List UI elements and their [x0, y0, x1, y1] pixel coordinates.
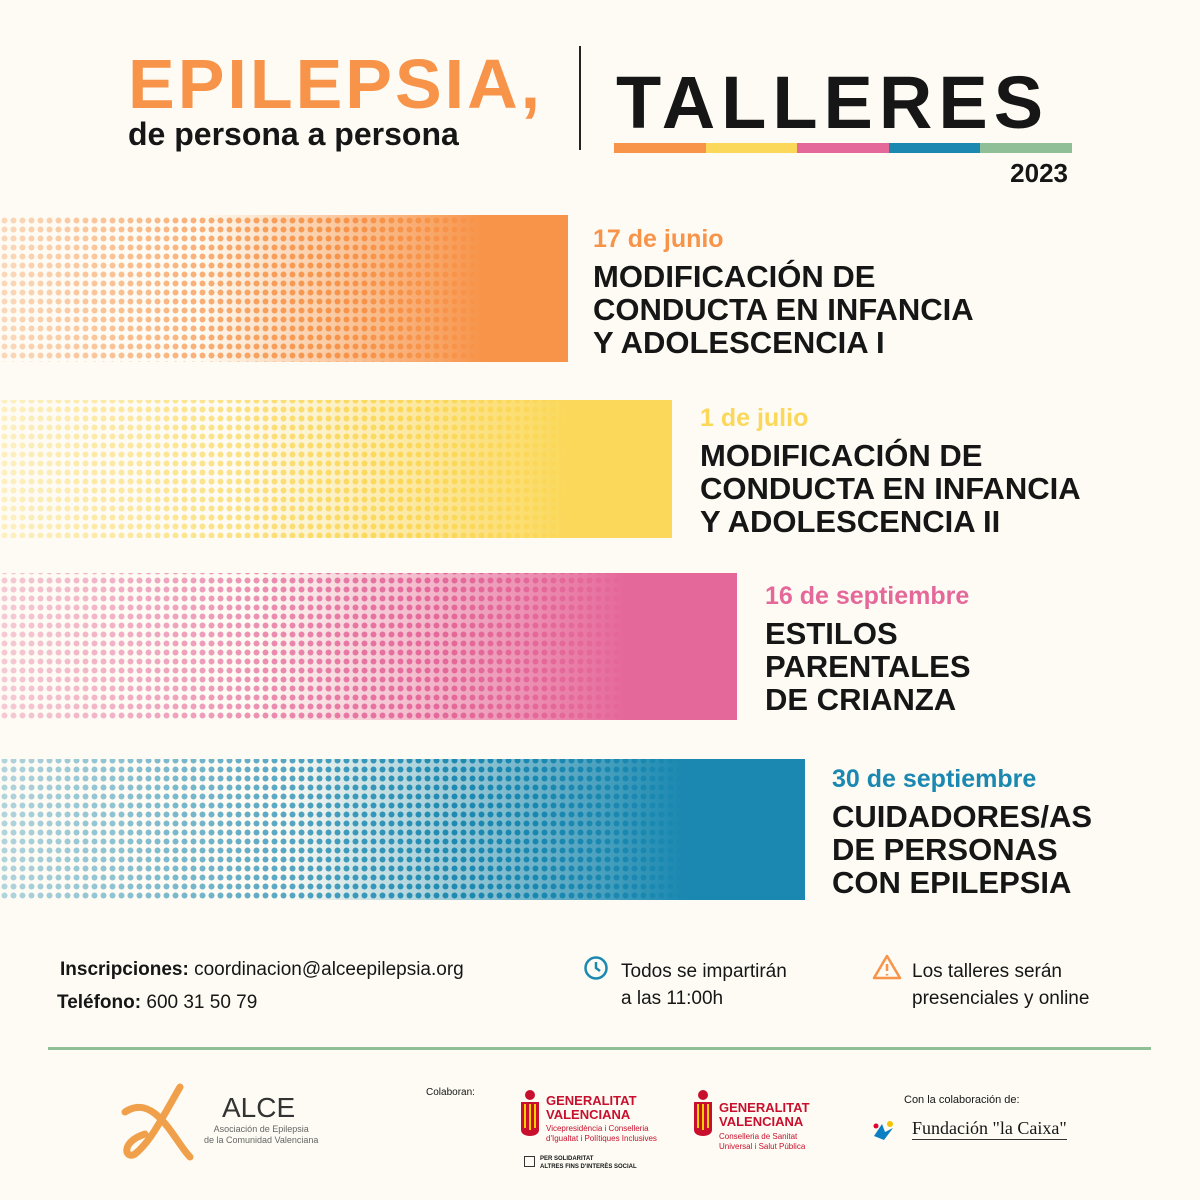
clock-icon	[584, 956, 608, 980]
line: MODIFICACIÓN DE	[593, 259, 876, 294]
talleres: TALLERES	[616, 61, 1050, 144]
line: Los talleres serán	[912, 961, 1062, 982]
caixa-star	[873, 1121, 893, 1140]
line: CUIDADORES/AS	[832, 799, 1093, 834]
year: 2023	[1010, 158, 1068, 188]
registration: Inscripciones: coordinacion@alceepilepsi…	[60, 956, 464, 983]
bar	[0, 400, 672, 538]
line: d'Igualtat i Polítiques Inclusives	[546, 1134, 657, 1143]
label: Inscripciones:	[60, 959, 189, 980]
fundacion: Fundación "la Caixa"	[912, 1118, 1067, 1140]
email[interactable]: coordinacion@alceepilepsia.org	[194, 959, 464, 980]
date: 30 de septiembre	[832, 765, 1037, 793]
checkbox	[524, 1156, 535, 1167]
divider	[579, 46, 581, 150]
solidaritat: PER SOLIDARITAT ALTRES FINS D'INTERÈS SOC…	[540, 1155, 637, 1171]
line: Universal i Salut Pública	[719, 1142, 806, 1151]
line: GENERALITAT	[719, 1100, 810, 1115]
workshop-title: CUIDADORES/AS DE PERSONAS CON EPILEPSIA	[832, 800, 1092, 899]
line: MODIFICACIÓN DE	[700, 438, 983, 473]
gva-shield	[521, 1090, 539, 1136]
alce-sub: Asociación de Epilepsia de la Comunidad V…	[204, 1124, 318, 1146]
line: Conselleria de Sanitat	[719, 1132, 798, 1141]
line: CONDUCTA EN INFANCIA	[593, 292, 974, 327]
gva1: GENERALITAT VALENCIANA	[546, 1094, 637, 1122]
con-colaboracion: Con la colaboración de:	[904, 1094, 1020, 1106]
line: de la Comunidad Valenciana	[204, 1135, 319, 1145]
workshop-title: ESTILOS PARENTALES DE CRIANZA	[765, 617, 971, 716]
bar	[0, 573, 737, 720]
date: 1 de julio	[700, 404, 809, 432]
workshop-title: MODIFICACIÓN DE CONDUCTA EN INFANCIA Y ADO…	[700, 439, 1081, 538]
schedule: Todos se impartirán a las 11:00h	[621, 958, 787, 1012]
subtitle: de persona a persona	[128, 116, 459, 152]
phone-number[interactable]: 600 31 50 79	[146, 992, 258, 1013]
line: PARENTALES	[765, 649, 971, 684]
bar	[0, 215, 568, 362]
alce: ALCE	[222, 1092, 296, 1123]
gva2-sub: Conselleria de Sanitat Universal i Salut …	[719, 1132, 805, 1152]
alce-logo-mark	[121, 1083, 194, 1161]
line: VALENCIANA	[546, 1107, 631, 1122]
line: Vicepresidència i Conselleria	[546, 1124, 649, 1133]
line: ESTILOS	[765, 616, 898, 651]
line: Todos se impartirán	[621, 961, 787, 982]
warning-icon	[872, 954, 902, 980]
modality: Los talleres serán presenciales y online	[912, 958, 1089, 1012]
bar	[0, 759, 805, 900]
label: Teléfono:	[57, 992, 142, 1013]
line: a las 11:00h	[621, 988, 724, 1009]
workshop-title: MODIFICACIÓN DE CONDUCTA EN INFANCIA Y ADO…	[593, 260, 974, 359]
line: Y ADOLESCENCIA II	[700, 504, 1001, 539]
line: CONDUCTA EN INFANCIA	[700, 471, 1081, 506]
phone: Teléfono: 600 31 50 79	[57, 989, 257, 1016]
footer-rule	[48, 1047, 1151, 1050]
gva2: GENERALITAT VALENCIANA	[719, 1101, 810, 1129]
line: presenciales y online	[912, 988, 1090, 1009]
line: DE CRIANZA	[765, 682, 957, 717]
line: DE PERSONAS	[832, 832, 1058, 867]
date: 16 de septiembre	[765, 582, 970, 610]
line: VALENCIANA	[719, 1114, 804, 1129]
color-strip	[614, 143, 1072, 153]
line: Y ADOLESCENCIA I	[593, 325, 885, 360]
line: Asociación de Epilepsia	[213, 1124, 309, 1134]
date: 17 de junio	[593, 225, 724, 253]
gva-shield	[694, 1090, 712, 1136]
colaboran: Colaboran:	[426, 1087, 475, 1098]
title: EPILEPSIA,	[128, 45, 544, 123]
line: ALTRES FINS D'INTERÈS SOCIAL	[540, 1164, 637, 1170]
line: PER SOLIDARITAT	[540, 1156, 594, 1162]
line: CON EPILEPSIA	[832, 865, 1072, 900]
gva1-sub: Vicepresidència i Conselleria d'Igualtat …	[546, 1124, 657, 1144]
line: GENERALITAT	[546, 1093, 637, 1108]
